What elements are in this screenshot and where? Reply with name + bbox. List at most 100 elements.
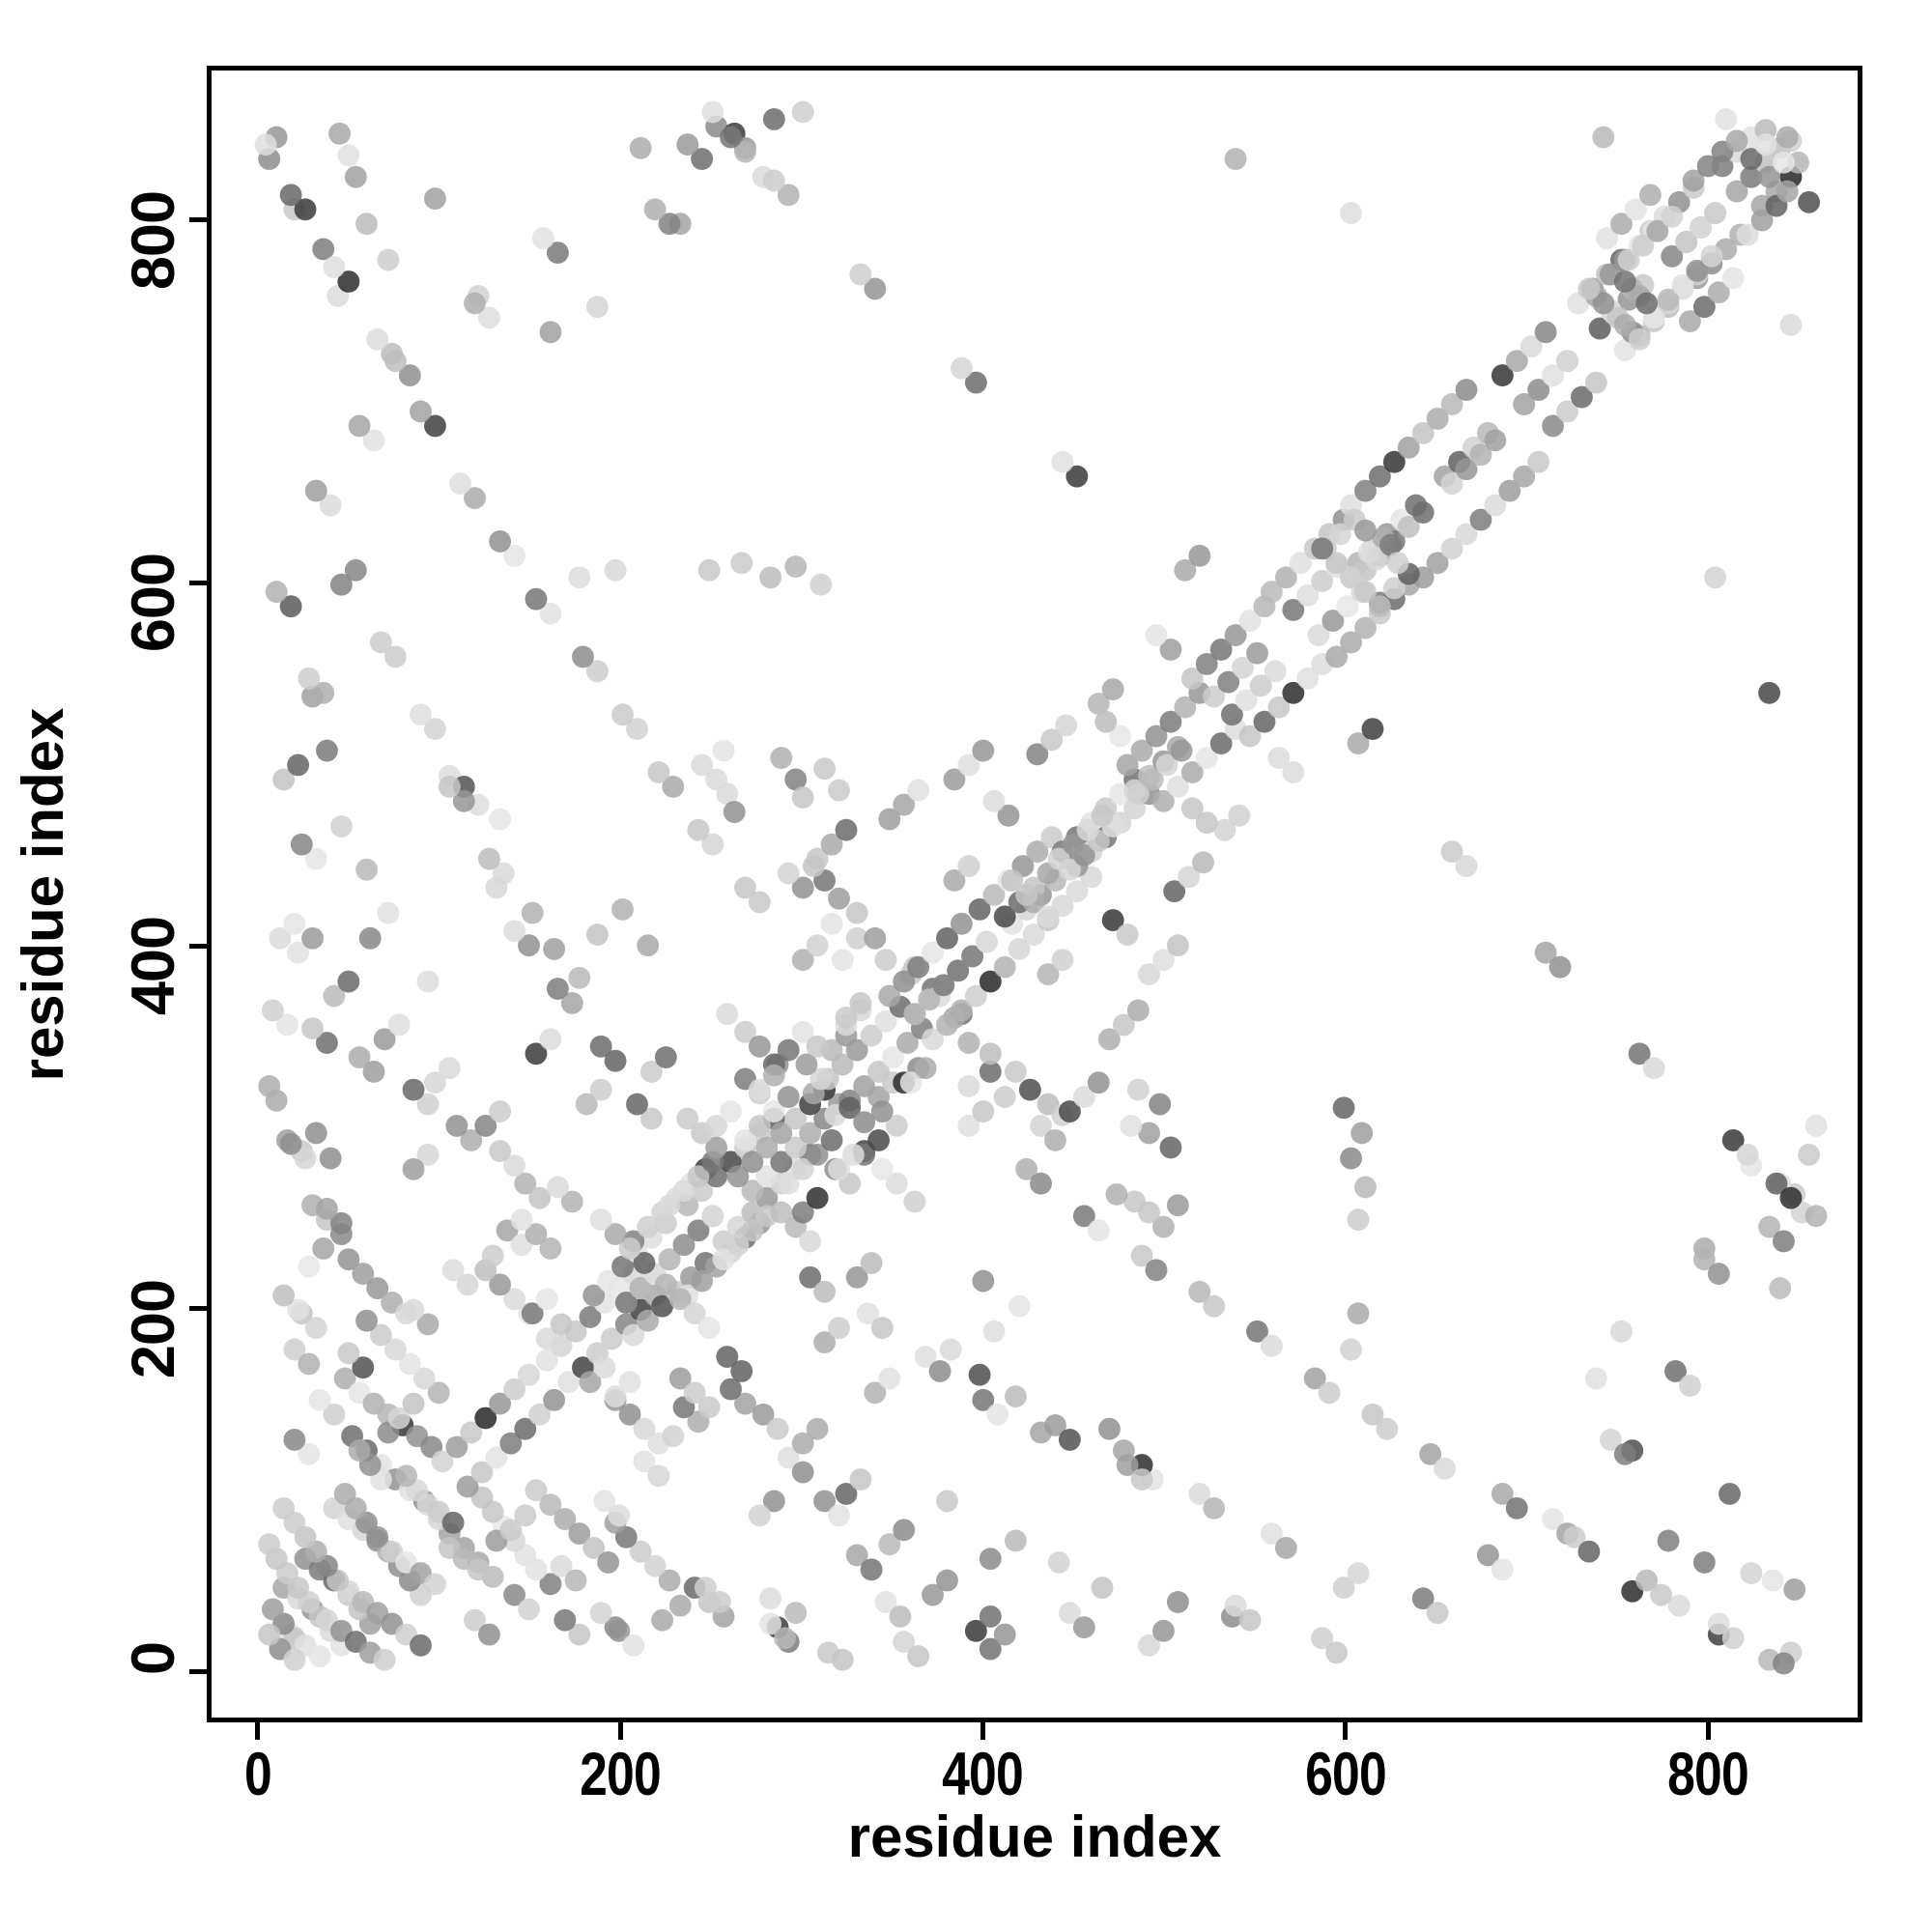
x-tick-label: 0 bbox=[243, 1741, 272, 1808]
contact-marker bbox=[438, 775, 461, 798]
contact-marker bbox=[1411, 421, 1435, 444]
contact-marker bbox=[308, 1388, 331, 1411]
contact-marker bbox=[1754, 133, 1777, 156]
contact-marker bbox=[1040, 728, 1064, 752]
contact-marker bbox=[1332, 1577, 1355, 1599]
contact-marker bbox=[1340, 1147, 1362, 1170]
contact-marker bbox=[1065, 880, 1089, 903]
contact-marker bbox=[384, 1338, 407, 1361]
contact-marker bbox=[572, 645, 594, 668]
contact-marker bbox=[1026, 743, 1049, 766]
contact-marker bbox=[316, 739, 338, 762]
contact-marker bbox=[611, 1255, 634, 1278]
contact-marker bbox=[560, 1190, 583, 1213]
contact-marker bbox=[762, 107, 785, 130]
contact-marker bbox=[1692, 296, 1716, 319]
contact-marker bbox=[810, 573, 833, 596]
contact-marker bbox=[1321, 610, 1345, 633]
contact-marker bbox=[629, 1277, 652, 1299]
contact-marker bbox=[1690, 216, 1713, 239]
contact-marker bbox=[254, 133, 277, 156]
contact-marker bbox=[893, 1519, 916, 1542]
contact-marker bbox=[968, 897, 991, 921]
contact-marker bbox=[377, 901, 400, 924]
contact-marker bbox=[895, 1032, 919, 1054]
contact-marker bbox=[1696, 155, 1719, 178]
contact-marker bbox=[835, 818, 858, 841]
contact-marker bbox=[828, 1504, 850, 1527]
contact-marker bbox=[748, 1115, 771, 1137]
contact-marker bbox=[1311, 1627, 1334, 1650]
contact-marker bbox=[1411, 1587, 1435, 1610]
contact-marker bbox=[1282, 681, 1305, 704]
contact-marker bbox=[1725, 129, 1748, 153]
contact-marker bbox=[1340, 566, 1362, 589]
contact-marker bbox=[755, 1136, 779, 1159]
contact-marker bbox=[611, 897, 634, 921]
contact-marker bbox=[928, 1360, 952, 1382]
contact-marker bbox=[972, 1269, 995, 1293]
contact-marker bbox=[410, 400, 432, 423]
contact-marker bbox=[1188, 544, 1211, 567]
contact-marker bbox=[1116, 753, 1139, 777]
contact-marker bbox=[1120, 1115, 1143, 1137]
contact-marker bbox=[697, 1396, 721, 1419]
contact-marker bbox=[979, 1061, 1002, 1083]
contact-marker bbox=[384, 645, 407, 668]
contact-marker bbox=[423, 1071, 446, 1094]
contact-marker bbox=[283, 1428, 306, 1451]
contact-marker bbox=[499, 1519, 523, 1542]
contact-marker bbox=[348, 1439, 371, 1463]
contact-marker bbox=[438, 1057, 461, 1080]
contact-marker bbox=[1563, 1525, 1586, 1548]
contact-marker bbox=[1704, 202, 1726, 224]
contact-marker bbox=[614, 1292, 638, 1314]
contact-marker bbox=[734, 1020, 756, 1043]
contact-marker bbox=[672, 1179, 696, 1203]
contact-marker bbox=[979, 970, 1002, 993]
y-tick-label: 800 bbox=[120, 190, 187, 290]
contact-marker bbox=[1455, 379, 1478, 401]
contact-marker bbox=[774, 1627, 796, 1650]
contact-marker bbox=[784, 1107, 808, 1130]
contact-marker bbox=[1505, 1496, 1528, 1520]
contact-marker bbox=[1725, 180, 1748, 203]
contact-marker bbox=[1707, 1612, 1730, 1635]
contact-marker bbox=[1469, 443, 1492, 467]
contact-marker bbox=[972, 1388, 995, 1411]
contact-marker bbox=[1347, 1302, 1370, 1325]
contact-marker bbox=[554, 1608, 577, 1632]
contact-marker bbox=[993, 905, 1016, 928]
contact-marker bbox=[845, 1265, 868, 1289]
contact-marker bbox=[957, 1074, 980, 1097]
contact-marker bbox=[1707, 281, 1730, 304]
contact-marker bbox=[366, 1277, 389, 1299]
x-tick-mark bbox=[980, 1722, 985, 1740]
contact-marker bbox=[575, 1093, 598, 1116]
contact-marker bbox=[777, 862, 800, 885]
contact-marker bbox=[845, 901, 868, 924]
contact-marker bbox=[1671, 273, 1694, 297]
contact-marker bbox=[997, 804, 1020, 827]
contact-marker bbox=[1087, 693, 1110, 715]
contact-marker bbox=[1109, 724, 1132, 748]
contact-marker bbox=[922, 941, 944, 964]
contact-marker bbox=[597, 1269, 620, 1293]
contact-marker bbox=[1260, 581, 1283, 604]
contact-marker bbox=[1267, 747, 1291, 769]
contact-marker bbox=[568, 566, 591, 589]
contact-marker bbox=[777, 184, 800, 207]
contact-marker bbox=[676, 133, 699, 156]
contact-marker bbox=[1542, 1508, 1565, 1531]
contact-marker bbox=[585, 296, 609, 319]
contact-marker bbox=[316, 1197, 338, 1220]
contact-marker bbox=[741, 1151, 764, 1174]
contact-marker bbox=[1613, 270, 1636, 293]
contact-marker bbox=[416, 1313, 440, 1336]
y-tick-label: 0 bbox=[120, 1642, 187, 1676]
contact-marker bbox=[784, 1136, 808, 1159]
contact-marker bbox=[716, 1346, 739, 1368]
contact-marker bbox=[979, 1548, 1002, 1571]
contact-marker bbox=[633, 1417, 656, 1440]
contact-marker bbox=[1347, 732, 1370, 754]
